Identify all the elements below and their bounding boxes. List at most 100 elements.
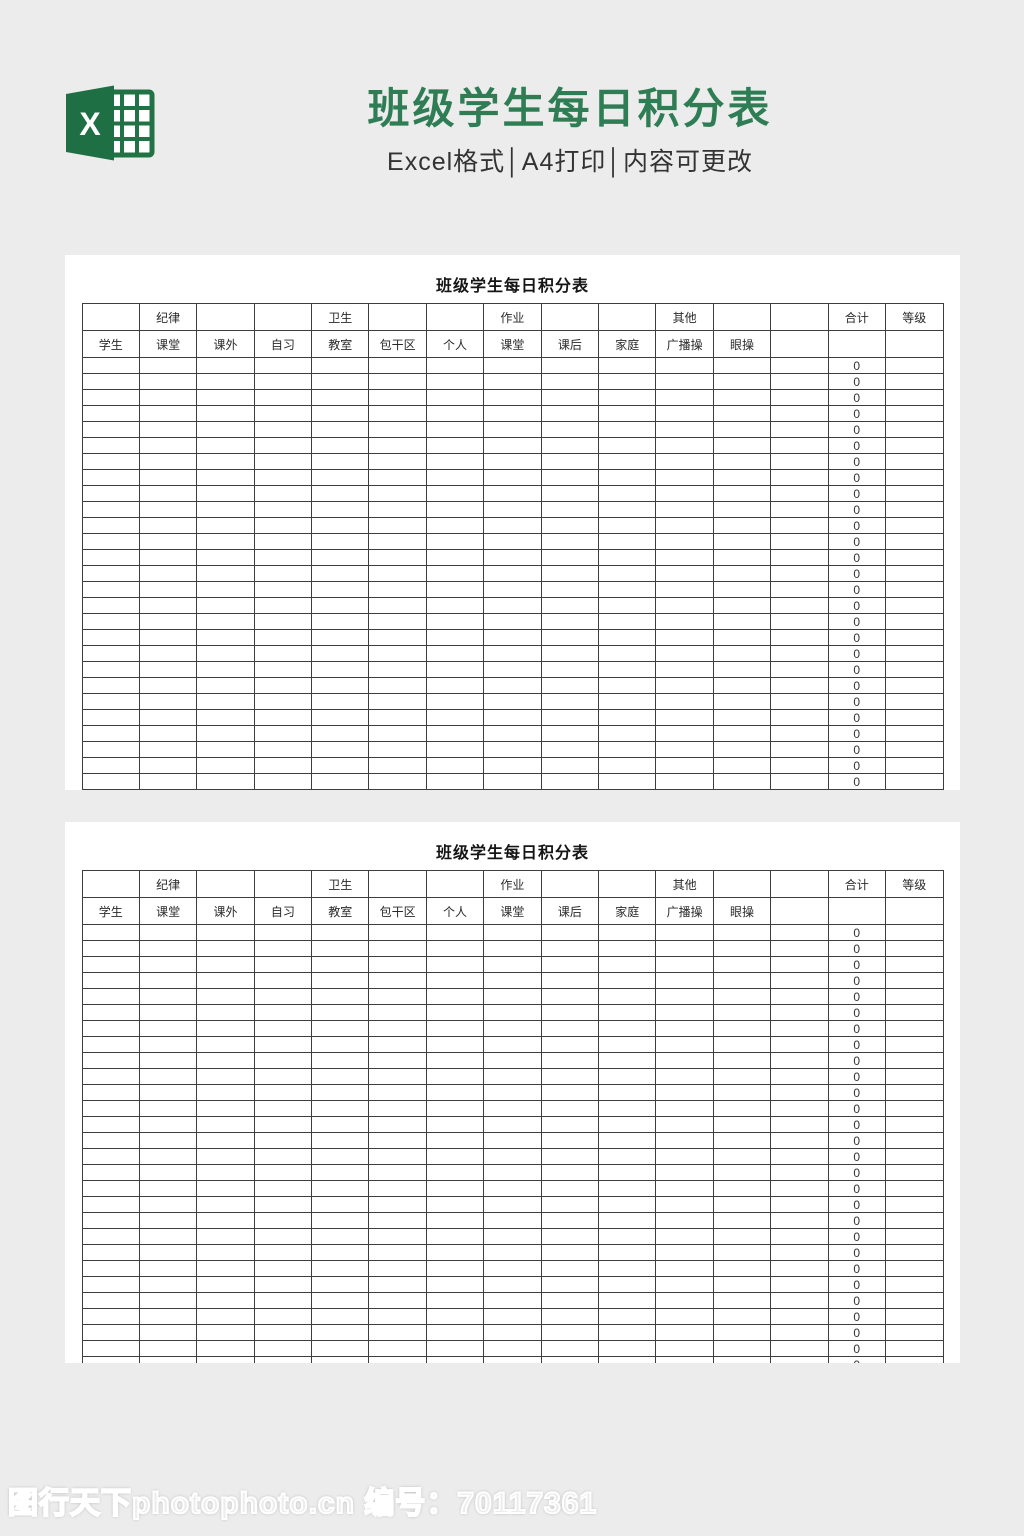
empty-cell	[368, 1052, 427, 1069]
empty-cell	[81, 1308, 140, 1325]
empty-cell	[712, 1244, 772, 1261]
student-row: 0	[81, 629, 944, 646]
empty-cell	[253, 485, 313, 502]
empty-cell	[483, 972, 542, 989]
empty-cell	[253, 924, 313, 941]
empty-cell	[540, 405, 600, 422]
empty-cell	[655, 1292, 714, 1309]
empty-cell	[884, 1244, 944, 1261]
empty-cell	[598, 1164, 657, 1181]
empty-cell	[655, 709, 714, 726]
empty-cell	[196, 1180, 255, 1197]
empty-cell	[483, 1036, 542, 1053]
total-cell: 0	[827, 437, 886, 454]
header-cell: 自习	[253, 330, 313, 358]
total-cell: 0	[827, 789, 886, 790]
student-row: 0	[81, 613, 944, 630]
empty-cell	[425, 1212, 485, 1229]
student-row: 0	[81, 1324, 944, 1341]
total-cell: 0	[827, 421, 886, 438]
empty-cell	[253, 389, 313, 406]
student-row: 0	[81, 1020, 944, 1037]
empty-cell	[712, 1020, 772, 1037]
empty-cell	[311, 405, 370, 422]
student-row: 0	[81, 1100, 944, 1117]
empty-cell	[712, 693, 772, 710]
header-cell-empty	[770, 870, 829, 898]
empty-cell	[81, 789, 140, 790]
empty-cell	[655, 1164, 714, 1181]
empty-cell	[712, 1068, 772, 1085]
empty-cell	[884, 741, 944, 758]
empty-cell	[655, 757, 714, 774]
points-table: 纪律 卫生 作业 其他 合计 等级 学生 课堂 课外 自习 教室 包干区 个人 课堂 课后 家庭 广播操 眼操 0 0…	[81, 303, 944, 790]
empty-cell	[770, 1132, 829, 1149]
empty-cell	[598, 1228, 657, 1245]
empty-cell	[884, 1052, 944, 1069]
empty-cell	[138, 501, 198, 518]
empty-cell	[770, 1308, 829, 1325]
empty-cell	[138, 773, 198, 790]
empty-cell	[138, 581, 198, 598]
empty-cell	[712, 1148, 772, 1165]
empty-cell	[712, 789, 772, 790]
empty-cell	[770, 373, 829, 390]
empty-cell	[483, 549, 542, 566]
total-cell: 0	[827, 1260, 886, 1277]
empty-cell	[884, 1020, 944, 1037]
empty-cell	[138, 1004, 198, 1021]
empty-cell	[770, 1196, 829, 1213]
student-row: 0	[81, 972, 944, 989]
empty-cell	[598, 1084, 657, 1101]
empty-cell	[770, 581, 829, 598]
empty-cell	[253, 501, 313, 518]
empty-cell	[81, 1292, 140, 1309]
empty-cell	[368, 421, 427, 438]
empty-cell	[311, 1212, 370, 1229]
empty-cell	[483, 597, 542, 614]
empty-cell	[196, 1164, 255, 1181]
empty-cell	[598, 972, 657, 989]
empty-cell	[253, 709, 313, 726]
empty-cell	[483, 1308, 542, 1325]
empty-cell	[483, 709, 542, 726]
empty-cell	[598, 1180, 657, 1197]
empty-cell	[770, 597, 829, 614]
empty-cell	[655, 1148, 714, 1165]
empty-cell	[138, 613, 198, 630]
empty-cell	[81, 1260, 140, 1277]
student-row: 0	[81, 549, 944, 566]
empty-cell	[311, 421, 370, 438]
empty-cell	[311, 469, 370, 486]
empty-cell	[425, 453, 485, 470]
total-cell: 0	[827, 709, 886, 726]
empty-cell	[598, 645, 657, 662]
empty-cell	[598, 613, 657, 630]
total-cell: 0	[827, 661, 886, 678]
empty-cell	[598, 1036, 657, 1053]
empty-cell	[138, 1292, 198, 1309]
empty-cell	[483, 1164, 542, 1181]
header-cell: 广播操	[655, 897, 714, 925]
empty-cell	[540, 1324, 600, 1341]
empty-cell	[655, 1180, 714, 1197]
empty-cell	[81, 1036, 140, 1053]
excel-icon-letter: X	[79, 106, 101, 142]
empty-cell	[311, 773, 370, 790]
empty-cell	[311, 1244, 370, 1261]
empty-cell	[598, 517, 657, 534]
header-cell-empty	[196, 870, 255, 898]
empty-cell	[712, 972, 772, 989]
empty-cell	[196, 373, 255, 390]
empty-cell	[598, 421, 657, 438]
empty-cell	[368, 1324, 427, 1341]
empty-cell	[598, 357, 657, 374]
empty-cell	[540, 1164, 600, 1181]
empty-cell	[253, 773, 313, 790]
empty-cell	[138, 725, 198, 742]
total-cell: 0	[827, 1196, 886, 1213]
empty-cell	[425, 469, 485, 486]
empty-cell	[311, 757, 370, 774]
empty-cell	[655, 405, 714, 422]
empty-cell	[712, 613, 772, 630]
